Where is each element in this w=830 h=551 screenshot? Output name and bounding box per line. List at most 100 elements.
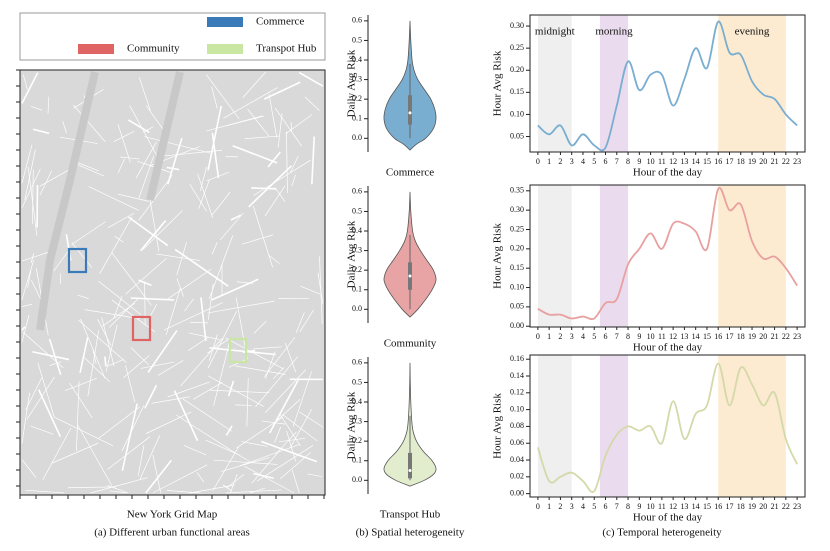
road (137, 445, 145, 477)
x-tick-label: 18 (737, 502, 745, 511)
x-tick-label: 23 (793, 157, 801, 166)
road (75, 163, 105, 177)
x-tick-label: 10 (647, 332, 655, 341)
y-tick-label: 0.2 (352, 94, 362, 103)
y-tick-label: 0.0 (352, 304, 362, 313)
road (188, 332, 220, 340)
x-tick-label: 21 (771, 502, 779, 511)
road (230, 449, 251, 463)
road (212, 446, 240, 491)
y-tick-label: 0.5 (352, 206, 362, 215)
road (87, 330, 99, 396)
time-span (599, 15, 629, 152)
y-tick-label: 0.10 (510, 282, 524, 291)
road (241, 234, 274, 245)
road (213, 342, 230, 406)
road (114, 236, 124, 243)
road (255, 355, 299, 408)
road (21, 315, 30, 342)
road (127, 119, 150, 134)
x-tick-label: 1 (547, 502, 551, 511)
x-tick-label: 20 (759, 332, 767, 341)
y-tick-label: 0.2 (352, 265, 362, 274)
road (30, 425, 54, 435)
time-span (718, 355, 786, 497)
road (67, 486, 116, 489)
road (299, 411, 324, 428)
road (207, 310, 238, 369)
x-tick-label: 11 (658, 157, 666, 166)
road (300, 285, 322, 295)
road (166, 490, 201, 494)
road (152, 454, 162, 494)
road (120, 156, 140, 160)
road (222, 484, 232, 492)
x-tick-label: 15 (703, 502, 711, 511)
road (211, 86, 218, 109)
x-tick-label: 2 (558, 502, 562, 511)
y-tick-label: 0.0 (352, 475, 362, 484)
road (128, 216, 169, 247)
x-tick-label: 18 (737, 332, 745, 341)
road (77, 294, 89, 299)
x-tick-label: 6 (604, 332, 608, 341)
y-tick-label: 0.14 (510, 371, 524, 380)
road (102, 303, 135, 327)
x-tick-label: 7 (615, 502, 619, 511)
legend-label: Commerce (256, 16, 304, 28)
road (265, 351, 276, 380)
road (273, 399, 301, 425)
road (220, 457, 270, 472)
y-tick-label: 0.6 (352, 358, 362, 367)
road (253, 320, 267, 334)
road (244, 135, 280, 140)
road (256, 444, 314, 482)
road (32, 350, 70, 361)
x-tick-label: 14 (692, 502, 700, 511)
y-tick-label: 0.25 (510, 224, 524, 233)
road (113, 130, 135, 142)
y-tick-label: 0.05 (510, 131, 524, 140)
x-tick-label: 18 (737, 157, 745, 166)
road (21, 72, 39, 104)
road (277, 113, 283, 148)
road (98, 406, 140, 439)
road (42, 427, 72, 480)
road (21, 326, 26, 331)
y-tick-label: 0.30 (510, 21, 524, 30)
x-tick-label: 12 (669, 157, 677, 166)
y-tick-label: 0.20 (510, 65, 524, 74)
road (167, 268, 212, 300)
road (62, 121, 67, 134)
x-tick-label: 11 (658, 502, 666, 511)
road (200, 297, 207, 342)
road (285, 114, 313, 135)
road (206, 171, 230, 182)
map-region (131, 315, 152, 342)
y-tick-label: 0.10 (510, 109, 524, 118)
x-tick-label: 2 (558, 332, 562, 341)
road (117, 124, 131, 163)
road (140, 361, 175, 369)
y-axis-label: Hour Avg Risk (492, 50, 504, 116)
road (167, 381, 210, 398)
x-tick-label: 7 (615, 157, 619, 166)
y-tick-label: 0.4 (352, 55, 362, 64)
x-tick-label: 0 (536, 332, 540, 341)
y-tick-label: 0.30 (510, 205, 524, 214)
road (21, 392, 30, 444)
line (537, 362, 798, 493)
road (261, 420, 286, 425)
road (274, 107, 303, 147)
road (268, 254, 280, 264)
road (101, 317, 115, 367)
y-tick-label: 0.10 (510, 404, 524, 413)
road (291, 174, 296, 187)
road (21, 250, 52, 262)
x-tick-label: 4 (581, 502, 585, 511)
road (107, 212, 135, 229)
x-tick-label: 16 (714, 332, 722, 341)
road (242, 71, 266, 98)
road (144, 384, 158, 409)
